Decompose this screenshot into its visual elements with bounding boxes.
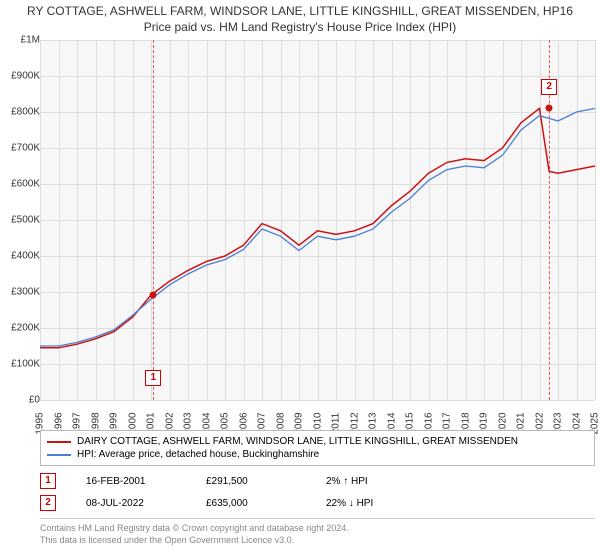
transaction-delta: 22% ↓ HPI	[326, 498, 416, 509]
transaction-date: 16-FEB-2001	[86, 476, 176, 487]
series-line	[40, 108, 595, 346]
transaction-row: 1 16-FEB-2001 £291,500 2% ↑ HPI	[40, 470, 595, 492]
series-line	[40, 108, 595, 347]
y-tick-label: £400K	[11, 251, 40, 262]
legend-item: DAIRY COTTAGE, ASHWELL FARM, WINDSOR LAN…	[47, 435, 588, 448]
y-tick-label: £100K	[11, 359, 40, 370]
y-tick-label: £300K	[11, 287, 40, 298]
legend-swatch	[47, 441, 71, 443]
transaction-delta: 2% ↑ HPI	[326, 476, 416, 487]
transactions-table: 1 16-FEB-2001 £291,500 2% ↑ HPI 2 08-JUL…	[40, 470, 595, 514]
transaction-price: £635,000	[206, 498, 296, 509]
legend: DAIRY COTTAGE, ASHWELL FARM, WINDSOR LAN…	[40, 430, 595, 466]
footer: Contains HM Land Registry data © Crown c…	[40, 518, 595, 546]
y-tick-label: £700K	[11, 143, 40, 154]
transaction-date: 08-JUL-2022	[86, 498, 176, 509]
legend-label: DAIRY COTTAGE, ASHWELL FARM, WINDSOR LAN…	[77, 436, 518, 447]
plot-area: 12	[40, 40, 595, 400]
title-line-1: RY COTTAGE, ASHWELL FARM, WINDSOR LANE, …	[0, 4, 600, 20]
transaction-price: £291,500	[206, 476, 296, 487]
y-tick-label: £900K	[11, 71, 40, 82]
marker-index-box: 2	[40, 495, 56, 511]
y-tick-label: £1M	[21, 35, 40, 46]
y-tick-label: £500K	[11, 215, 40, 226]
event-marker-dot	[546, 105, 553, 112]
y-tick-label: £800K	[11, 107, 40, 118]
legend-swatch	[47, 454, 71, 456]
y-tick-label: £0	[29, 395, 40, 406]
marker-index-box: 1	[40, 473, 56, 489]
title-line-2: Price paid vs. HM Land Registry's House …	[0, 20, 600, 36]
chart-title: RY COTTAGE, ASHWELL FARM, WINDSOR LANE, …	[0, 0, 600, 35]
y-tick-label: £600K	[11, 179, 40, 190]
series-lines	[40, 40, 595, 400]
legend-item: HPI: Average price, detached house, Buck…	[47, 448, 588, 461]
legend-label: HPI: Average price, detached house, Buck…	[77, 449, 319, 460]
footer-line-1: Contains HM Land Registry data © Crown c…	[40, 523, 595, 535]
transaction-row: 2 08-JUL-2022 £635,000 22% ↓ HPI	[40, 492, 595, 514]
chart-container: RY COTTAGE, ASHWELL FARM, WINDSOR LANE, …	[0, 0, 600, 560]
event-marker-dot	[150, 292, 157, 299]
footer-line-2: This data is licensed under the Open Gov…	[40, 535, 595, 547]
y-tick-label: £200K	[11, 323, 40, 334]
